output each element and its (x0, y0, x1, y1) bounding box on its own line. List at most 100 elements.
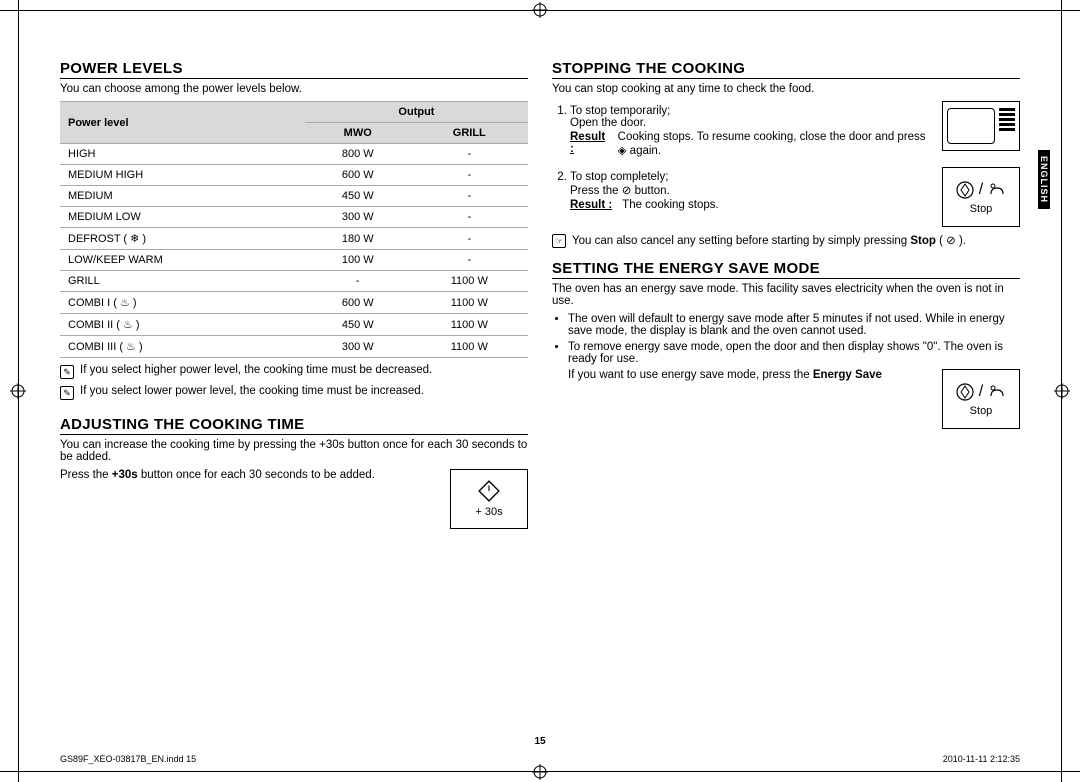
cell-mwo: 300 W (305, 207, 411, 228)
cell-label: COMBI III ( ♨ ) (60, 336, 305, 358)
stop-note-pre: You can also cancel any setting before s… (572, 235, 910, 247)
plus30s-caption: + 30s (475, 506, 502, 518)
cell-grill: - (411, 228, 528, 250)
result-label-1: Result : (570, 131, 608, 157)
energy-caption: Stop (970, 405, 993, 417)
step1b: Open the door. (570, 117, 646, 129)
energy-b3-pre: If you want to use energy save mode, pre… (568, 369, 813, 381)
stop-note: ☞ You can also cancel any setting before… (552, 233, 1020, 248)
note-icon: ✎ (60, 386, 74, 400)
cell-grill: - (411, 186, 528, 207)
energy-b3-bold: Energy Save (813, 369, 882, 381)
cell-mwo: 600 W (305, 292, 411, 314)
microwave-panel-icon (999, 108, 1015, 144)
adj-post: button once for each 30 seconds to be ad… (138, 469, 375, 481)
cell-label: MEDIUM (60, 186, 305, 207)
stop-note-text: You can also cancel any setting before s… (572, 233, 966, 248)
stop-note-post: ( ⊘ ). (936, 235, 966, 247)
stopping-heading: STOPPING THE COOKING (552, 60, 1020, 79)
cell-label: MEDIUM HIGH (60, 165, 305, 186)
cell-grill: 1100 W (411, 271, 528, 292)
cell-mwo: 450 W (305, 314, 411, 336)
th-output: Output (305, 102, 528, 123)
table-row: HIGH800 W- (60, 144, 528, 165)
crop-mark-left (10, 383, 26, 399)
table-row: GRILL-1100 W (60, 271, 528, 292)
table-row: LOW/KEEP WARM100 W- (60, 250, 528, 271)
table-row: MEDIUM LOW300 W- (60, 207, 528, 228)
stop-note-bold: Stop (910, 235, 936, 247)
energy-lead: The oven has an energy save mode. This f… (552, 283, 1020, 307)
cell-grill: - (411, 250, 528, 271)
power-note-2: ✎ If you select lower power level, the c… (60, 385, 528, 400)
diamond-icon (478, 480, 500, 502)
cell-mwo: - (305, 271, 411, 292)
cell-mwo: 450 W (305, 186, 411, 207)
adj-bold: +30s (112, 469, 138, 481)
power-levels-lead: You can choose among the power levels be… (60, 83, 528, 95)
th-grill: GRILL (411, 123, 528, 144)
stop-icon: / (955, 180, 1007, 200)
power-note-2-text: If you select lower power level, the coo… (80, 385, 424, 400)
energy-b2: To remove energy save mode, open the doo… (568, 341, 1020, 365)
power-levels-heading: POWER LEVELS (60, 60, 528, 79)
energy-stop-icon: / (955, 382, 1007, 402)
table-row: COMBI III ( ♨ )300 W1100 W (60, 336, 528, 358)
left-column: POWER LEVELS You can choose among the po… (60, 60, 528, 529)
cell-label: COMBI II ( ♨ ) (60, 314, 305, 336)
crop-mark-right (1054, 383, 1070, 399)
cell-label: LOW/KEEP WARM (60, 250, 305, 271)
cell-mwo: 800 W (305, 144, 411, 165)
microwave-body-icon (947, 108, 995, 144)
step1a: To stop temporarily; (570, 105, 670, 117)
cell-mwo: 100 W (305, 250, 411, 271)
cell-grill: - (411, 207, 528, 228)
info-icon: ☞ (552, 234, 566, 248)
footer-left: GS89F_XEO-03817B_EN.indd 15 (60, 754, 196, 764)
cell-mwo: 180 W (305, 228, 411, 250)
cell-label: COMBI I ( ♨ ) (60, 292, 305, 314)
note-icon: ✎ (60, 365, 74, 379)
table-row: MEDIUM HIGH600 W- (60, 165, 528, 186)
adjusting-lead: You can increase the cooking time by pre… (60, 439, 528, 463)
cell-mwo: 300 W (305, 336, 411, 358)
th-power: Power level (60, 102, 305, 144)
cell-grill: 1100 W (411, 336, 528, 358)
th-mwo: MWO (305, 123, 411, 144)
plus30s-figure: + 30s (450, 469, 528, 529)
crop-mark-top (532, 2, 548, 18)
result-label-2: Result : (570, 199, 612, 211)
cell-grill: - (411, 144, 528, 165)
cell-grill: 1100 W (411, 314, 528, 336)
stop-caption: Stop (970, 203, 993, 215)
table-row: COMBI II ( ♨ )450 W1100 W (60, 314, 528, 336)
energy-b1: The oven will default to energy save mod… (568, 313, 1020, 337)
cell-label: GRILL (60, 271, 305, 292)
energy-figure: / Stop (942, 369, 1020, 429)
power-note-1: ✎ If you select higher power level, the … (60, 364, 528, 379)
cell-label: DEFROST ( ❄ ) (60, 228, 305, 250)
table-row: COMBI I ( ♨ )600 W1100 W (60, 292, 528, 314)
cell-label: MEDIUM LOW (60, 207, 305, 228)
step2b: Press the ⊘ button. (570, 185, 670, 197)
energy-heading: SETTING THE ENERGY SAVE MODE (552, 260, 1020, 279)
language-tab: ENGLISH (1038, 150, 1050, 209)
energy-bullets: The oven will default to energy save mod… (552, 313, 1020, 429)
page-content: POWER LEVELS You can choose among the po… (60, 60, 1020, 529)
result-2: The cooking stops. (622, 199, 719, 211)
adj-pre: Press the (60, 469, 112, 481)
cell-grill: 1100 W (411, 292, 528, 314)
cell-grill: - (411, 165, 528, 186)
result-1: Cooking stops. To resume cooking, close … (618, 131, 934, 157)
footer-right: 2010-11-11 2:12:35 (943, 754, 1020, 764)
stopping-lead: You can stop cooking at any time to chec… (552, 83, 1020, 95)
cell-mwo: 600 W (305, 165, 411, 186)
cell-label: HIGH (60, 144, 305, 165)
step2a: To stop completely; (570, 171, 668, 183)
energy-b3: / Stop If you want to use energy save mo… (568, 369, 1020, 429)
page-number: 15 (534, 736, 545, 747)
adjusting-heading: ADJUSTING THE COOKING TIME (60, 416, 528, 435)
power-note-1-text: If you select higher power level, the co… (80, 364, 432, 379)
microwave-figure (942, 101, 1020, 151)
table-row: MEDIUM450 W- (60, 186, 528, 207)
